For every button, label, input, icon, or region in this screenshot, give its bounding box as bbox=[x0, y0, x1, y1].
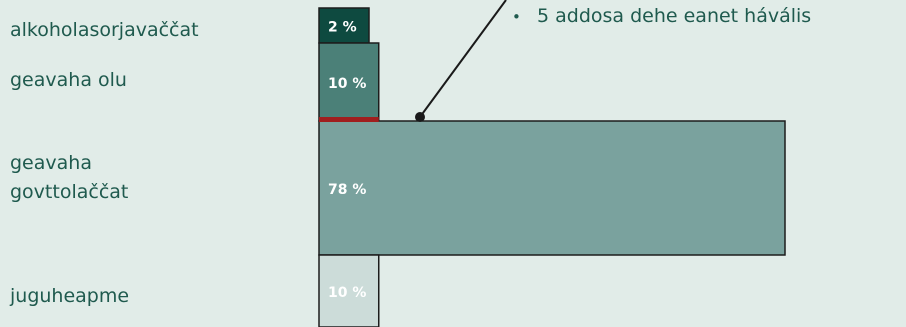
bar-3 bbox=[318, 254, 380, 327]
bars bbox=[318, 7, 786, 327]
category-label-1: geavaha olu bbox=[10, 69, 127, 91]
category-label-2-line-0: geavaha bbox=[10, 152, 92, 174]
annotation-text: 5 addosa dehe eanet hávális bbox=[537, 5, 811, 27]
annotation-bullet: • bbox=[512, 8, 521, 26]
bar-2 bbox=[318, 120, 786, 256]
annotation-anchor-dot bbox=[415, 112, 425, 122]
highlight-strip bbox=[319, 117, 379, 122]
value-label-3: 10 % bbox=[328, 285, 366, 301]
category-label-0: alkoholasorjavaččat bbox=[10, 19, 199, 41]
category-label-3: juguheapme bbox=[9, 285, 129, 307]
category-labels: alkoholasorjavaččat geavaha olu geavaha gov… bbox=[9, 19, 199, 307]
value-label-2: 78 % bbox=[328, 182, 366, 198]
bar-1 bbox=[318, 42, 380, 122]
value-labels: 2 % 10 % 78 % 10 % bbox=[328, 20, 366, 302]
value-label-0: 2 % bbox=[328, 20, 357, 36]
annotation: • 5 addosa dehe eanet hávális bbox=[415, 0, 811, 122]
category-label-2-line-1: govttolaččat bbox=[10, 181, 128, 203]
bar-0 bbox=[318, 7, 370, 44]
annotation-leader-line bbox=[419, 0, 507, 118]
value-label-1: 10 % bbox=[328, 76, 366, 92]
